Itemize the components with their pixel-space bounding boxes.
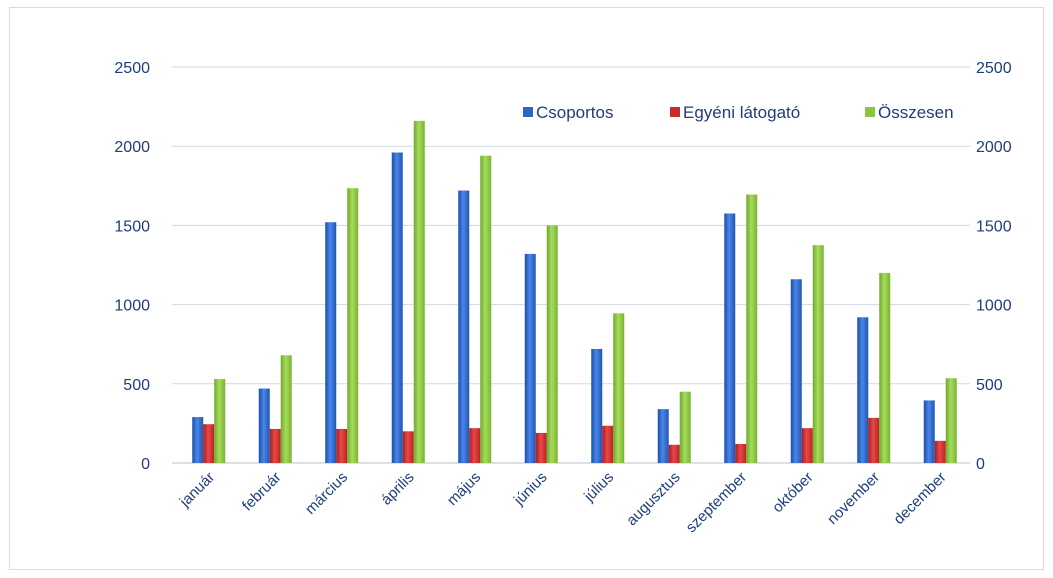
bar-összesen-9 xyxy=(746,194,758,463)
bar-összesen-1 xyxy=(214,379,226,463)
bar-csoportos-2 xyxy=(258,388,270,463)
x-category-label: október xyxy=(769,469,816,516)
x-category-label: március xyxy=(302,469,351,518)
x-category-label: szeptember xyxy=(683,469,750,536)
x-category-label: január xyxy=(176,469,218,511)
y-tick-label: 0 xyxy=(141,456,150,473)
x-category-label: február xyxy=(239,469,285,515)
bar-összesen-12 xyxy=(945,378,957,463)
y2-tick-label: 2000 xyxy=(976,139,1012,156)
y2-tick-label: 500 xyxy=(976,377,1003,394)
y-axis-left: 0 500 1000 1500 2000 2500 xyxy=(114,60,150,473)
bar-összesen-5 xyxy=(480,155,492,464)
bar-csoportos-4 xyxy=(391,152,403,463)
x-category-label: április xyxy=(378,469,418,509)
bar-csoportos-11 xyxy=(857,317,869,463)
bar-egyéni-látogató-8 xyxy=(668,444,680,463)
y-tick-label: 1500 xyxy=(114,218,150,235)
legend-swatch xyxy=(670,107,680,117)
x-category-label: augusztus xyxy=(623,469,683,529)
legend: Csoportos Egyéni látogató Összesen xyxy=(523,103,954,122)
legend-label: Csoportos xyxy=(536,103,613,122)
bar-csoportos-5 xyxy=(458,190,470,463)
bar-összesen-6 xyxy=(546,225,558,463)
legend-label: Egyéni látogató xyxy=(683,103,800,122)
bar-egyéni-látogató-10 xyxy=(801,428,813,463)
bar-összesen-7 xyxy=(613,313,625,463)
bar-egyéni-látogató-5 xyxy=(469,428,481,463)
bar-egyéni-látogató-3 xyxy=(336,428,348,463)
bar-egyéni-látogató-1 xyxy=(203,424,215,463)
x-axis-categories: január február március április május június jú… xyxy=(176,469,950,536)
chart-frame xyxy=(9,7,1044,570)
bar-csoportos-8 xyxy=(657,409,669,463)
x-category-label: november xyxy=(824,469,883,528)
bar-egyéni-látogató-2 xyxy=(269,428,281,463)
gridlines xyxy=(172,66,970,464)
x-category-label: június xyxy=(510,469,550,509)
bar-összesen-2 xyxy=(280,355,292,463)
y-axis-right: 0 500 1000 1500 2000 2500 xyxy=(976,60,1012,473)
bar-összesen-10 xyxy=(812,245,824,463)
legend-swatch xyxy=(523,107,533,117)
bar-összesen-11 xyxy=(879,272,891,463)
y-tick-label: 1000 xyxy=(114,298,150,315)
bar-egyéni-látogató-11 xyxy=(868,417,880,463)
bar-összesen-4 xyxy=(413,120,425,463)
y2-tick-label: 0 xyxy=(976,456,985,473)
legend-label: Összesen xyxy=(878,103,954,122)
bar-csoportos-1 xyxy=(192,417,204,463)
bar-összesen-3 xyxy=(347,188,359,463)
legend-swatch xyxy=(865,107,875,117)
y-tick-label: 500 xyxy=(123,377,150,394)
bar-egyéni-látogató-6 xyxy=(535,432,547,463)
bar-egyéni-látogató-4 xyxy=(402,431,414,463)
bar-egyéni-látogató-9 xyxy=(735,443,747,463)
y2-tick-label: 2500 xyxy=(976,60,1012,77)
y2-tick-label: 1000 xyxy=(976,298,1012,315)
x-category-label: december xyxy=(890,469,949,528)
bar-csoportos-9 xyxy=(724,213,736,463)
y-tick-label: 2000 xyxy=(114,139,150,156)
bar-csoportos-3 xyxy=(325,222,337,463)
bar-csoportos-6 xyxy=(524,253,536,463)
bar-összesen-8 xyxy=(679,391,691,463)
x-category-label: május xyxy=(444,469,484,509)
bar-csoportos-10 xyxy=(790,279,802,463)
bar-egyéni-látogató-12 xyxy=(934,440,946,463)
x-category-label: július xyxy=(580,469,617,506)
y-tick-label: 2500 xyxy=(114,60,150,77)
y2-tick-label: 1500 xyxy=(976,218,1012,235)
bar-csoportos-7 xyxy=(591,348,603,463)
bar-egyéni-látogató-7 xyxy=(602,425,614,463)
bars xyxy=(192,120,957,464)
bar-csoportos-12 xyxy=(923,400,935,463)
